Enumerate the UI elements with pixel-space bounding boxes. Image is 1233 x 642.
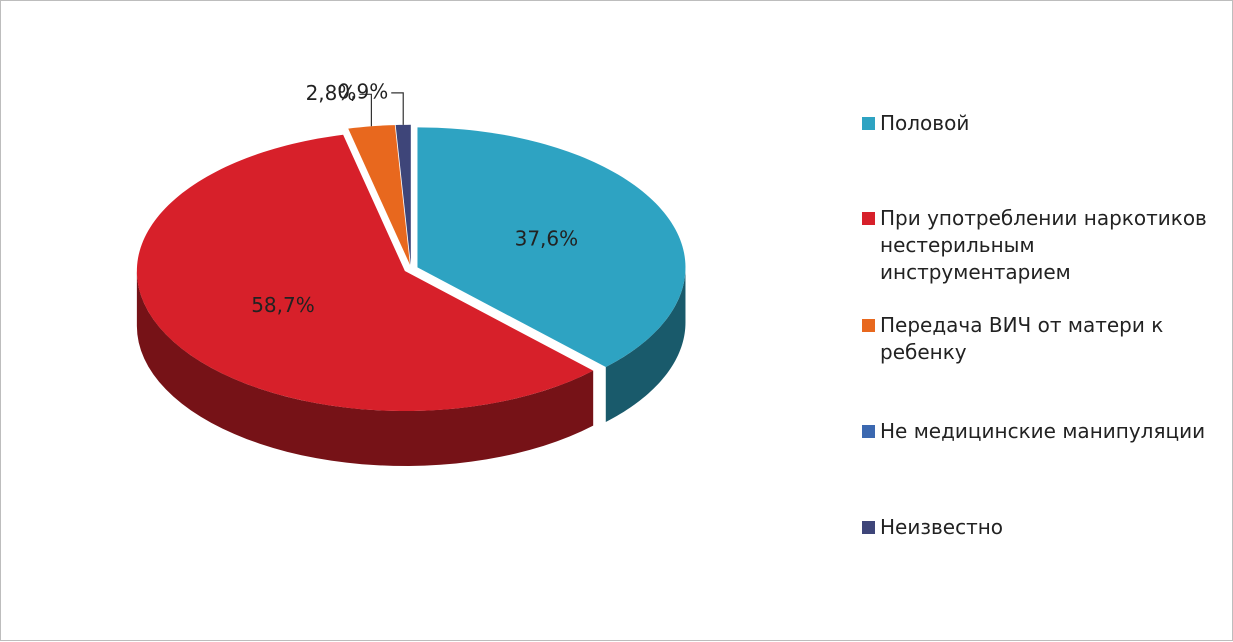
leader-line xyxy=(359,93,372,127)
pie-side xyxy=(136,271,594,467)
legend-label: Передача ВИЧ от матери к ребенку xyxy=(880,313,1164,364)
legend-item: Половой xyxy=(862,110,1222,137)
legend-item: Передача ВИЧ от матери к ребенку xyxy=(862,312,1222,366)
data-label: 58,7% xyxy=(251,293,315,317)
legend-swatch xyxy=(862,117,875,130)
legend-swatch xyxy=(862,425,875,438)
pie-slice xyxy=(417,127,686,368)
data-label: 0,9% xyxy=(337,79,388,103)
legend-swatch xyxy=(862,212,875,225)
data-label: 37,6% xyxy=(515,226,579,250)
legend-label: Половой xyxy=(880,111,970,135)
pie-slice xyxy=(395,124,411,265)
legend-label: При употреблении наркотиков нестерильным… xyxy=(880,206,1207,284)
legend-label: Не медицинские манипуляции xyxy=(880,419,1206,443)
pie-side xyxy=(605,267,686,423)
legend-item: Неизвестно xyxy=(862,514,1222,541)
legend-item: Не медицинские манипуляции xyxy=(862,418,1222,445)
legend-label: Неизвестно xyxy=(880,515,1004,539)
legend-item: При употреблении наркотиков нестерильным… xyxy=(862,205,1222,286)
data-label: 2,8% xyxy=(306,81,357,105)
pie-slice xyxy=(348,125,410,265)
legend-swatch xyxy=(862,521,875,534)
pie-slice xyxy=(136,134,594,412)
legend-swatch xyxy=(862,319,875,332)
leader-line xyxy=(391,92,404,125)
